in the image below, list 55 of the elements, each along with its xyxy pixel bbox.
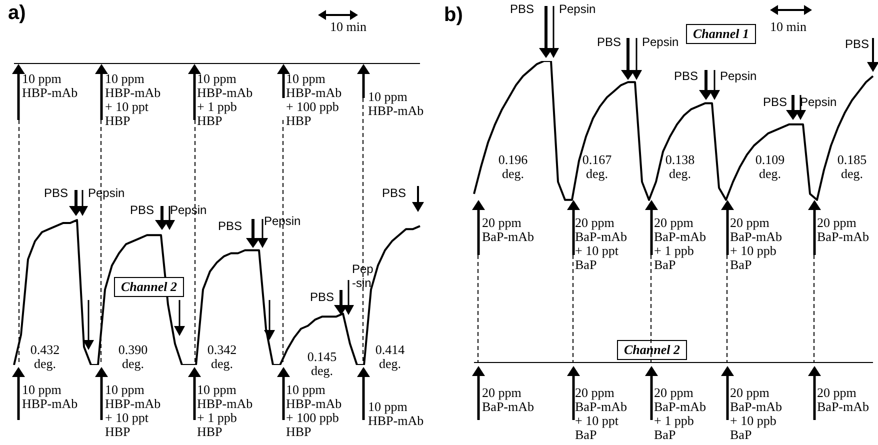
series-label: Channel 2 [617,340,687,360]
text: 10 ppm HBP-mAb [368,399,424,428]
text: 20 ppm BaP-mAb + 1 ppb BaP [654,385,706,442]
text: Pepsin [559,2,596,16]
text: 10 ppm HBP-mAb [22,382,78,411]
annotation: 0.167 deg. [582,152,612,181]
series-label: Channel 2 [114,277,184,297]
text: 20 ppm BaP-mAb [817,385,869,414]
chart-title: a) [8,2,26,25]
annotation: 10 ppm HBP-mAb + 10 ppt HBP [105,71,161,128]
annotation: 20 ppm BaP-mAb + 1 ppb BaP [654,215,706,272]
text: 20 ppm BaP-mAb [482,385,534,414]
text: PBS [845,37,870,51]
text: Channel 1 [686,24,756,44]
annotation: 0.138 deg. [665,152,695,181]
text: PBS [510,2,534,16]
annotation: PBS [382,186,406,200]
annotation: PBS [130,203,154,217]
annotation: 0.145 deg. [307,349,337,378]
annotation: Pepsin [88,186,125,200]
annotation: 10 ppm HBP-mAb [22,71,78,100]
annotation: 20 ppm BaP-mAb + 10 ppb BaP [730,215,782,272]
text: 10 ppm HBP-mAb + 100 ppb HBP [286,382,342,439]
annotation: PBS [674,69,698,83]
annotation: PBS [218,219,242,233]
text: PBS [597,35,622,49]
annotation: Pepsin [720,69,757,83]
text: Pepsin [642,35,679,49]
annotation: 0.109 deg. [755,152,785,181]
annotation: 0.185 deg. [837,152,867,181]
chart-title: b) [444,4,463,27]
annotation: 0.432 deg. [30,342,60,371]
annotation: 10 ppm HBP-mAb + 100 ppb HBP [286,71,342,128]
annotation: 20 ppm BaP-mAb [817,215,869,244]
annotation: PBS [310,290,334,304]
annotation: Pepsin [264,214,301,228]
annotation: 20 ppm BaP-mAb [482,215,534,244]
annotation: 10 ppm HBP-mAb [368,89,424,118]
annotation: 10 ppm HBP-mAb + 1 ppb HBP [197,71,253,128]
annotation: 0.342 deg. [207,342,237,371]
text: 10 min [770,19,806,34]
annotation: 0.390 deg. [118,342,148,371]
text: 10 ppm HBP-mAb + 10 ppt HBP [105,382,161,439]
text: 10 min [330,19,366,34]
annotation: 20 ppm BaP-mAb + 10 ppt BaP [575,215,627,272]
text: 20 ppm BaP-mAb + 10 ppt BaP [575,385,627,442]
annotation: 0.414 deg. [375,342,405,371]
annotation: PBS [44,186,68,200]
annotation: Pepsin [170,203,207,217]
annotation: Pep -sin [352,262,374,290]
text: 10 ppm HBP-mAb + 1 ppb HBP [197,382,253,439]
annotation: PBS [763,95,788,109]
text: 20 ppm BaP-mAb + 10 ppb BaP [730,385,782,442]
annotation: Pepsin [800,95,837,109]
annotation: 0.196 deg. [498,152,528,181]
